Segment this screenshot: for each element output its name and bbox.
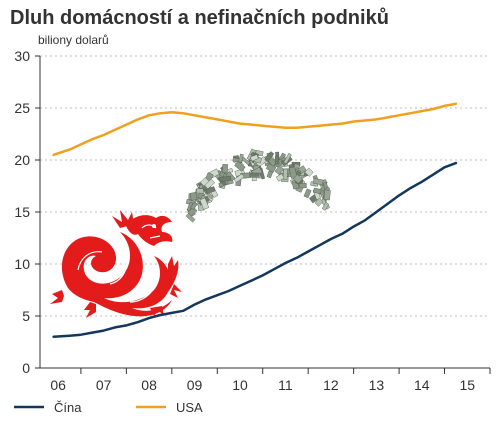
x-tick-label: 06 (50, 377, 66, 393)
dollar-banknotes-pile-icon (185, 148, 331, 223)
legend-label-cina: Čína (54, 400, 82, 415)
y-tick-label: 25 (14, 100, 30, 116)
x-tick-label: 07 (96, 377, 112, 393)
series-line-0 (52, 161, 458, 339)
x-tick-label: 11 (278, 377, 293, 393)
y-tick-label: 15 (14, 204, 30, 220)
y-tick-label: 10 (14, 256, 30, 272)
banknote (274, 165, 284, 175)
y-tick-label: 30 (14, 48, 30, 64)
banknote (304, 167, 314, 177)
y-tick-label: 0 (22, 360, 30, 376)
banknote (196, 188, 204, 194)
banknote (233, 173, 245, 183)
banknote (249, 154, 259, 162)
x-tick-label: 10 (232, 377, 248, 393)
tick-labels: 0 5 10 15 20 25 30 06 07 08 09 10 11 12 13 14 15 (14, 48, 475, 393)
axes (35, 55, 491, 374)
banknote (190, 201, 198, 210)
banknote (321, 202, 330, 211)
chart-title: Dluh domácností a nefinačních podniků (10, 7, 389, 29)
legend: Čína USA (14, 400, 203, 415)
series-line-1 (52, 102, 458, 157)
banknote (313, 187, 322, 194)
dragon-tail (168, 256, 179, 292)
banknote (219, 175, 232, 183)
banknote (292, 174, 303, 184)
banknote (283, 152, 292, 165)
legend-label-usa: USA (176, 400, 203, 415)
y-axis-label: biliony dolarů (38, 33, 109, 47)
banknote (275, 173, 285, 182)
banknote (312, 178, 324, 186)
banknote (199, 197, 210, 210)
dragon-head (126, 215, 173, 246)
banknote (200, 177, 210, 187)
red-chinese-dragon-icon (50, 210, 182, 318)
banknote (303, 188, 312, 199)
banknote (314, 197, 324, 207)
banknote (238, 153, 244, 163)
banknote (222, 164, 228, 174)
banknote (323, 189, 331, 201)
x-tick-label: 15 (459, 377, 475, 393)
banknote (298, 183, 307, 189)
x-tick-label: 09 (187, 377, 203, 393)
dragon-eye (152, 224, 156, 228)
dragon-mane (112, 210, 134, 228)
dragon-details (77, 224, 161, 303)
y-tick-label: 20 (14, 152, 30, 168)
banknote (264, 151, 275, 163)
banknote (249, 172, 260, 177)
banknote (234, 160, 246, 172)
x-tick-label: 12 (323, 377, 339, 393)
y-tick-label: 5 (22, 308, 30, 324)
series-lines (52, 102, 458, 339)
gridlines (40, 55, 490, 317)
x-tick-label: 14 (414, 377, 430, 393)
banknote (189, 191, 198, 201)
banknote (282, 168, 288, 180)
banknote (205, 186, 216, 195)
x-tick-label: 08 (141, 377, 157, 393)
x-tick-label: 13 (369, 377, 385, 393)
banknote (266, 170, 273, 179)
banknote (274, 155, 280, 165)
banknote (185, 213, 196, 223)
